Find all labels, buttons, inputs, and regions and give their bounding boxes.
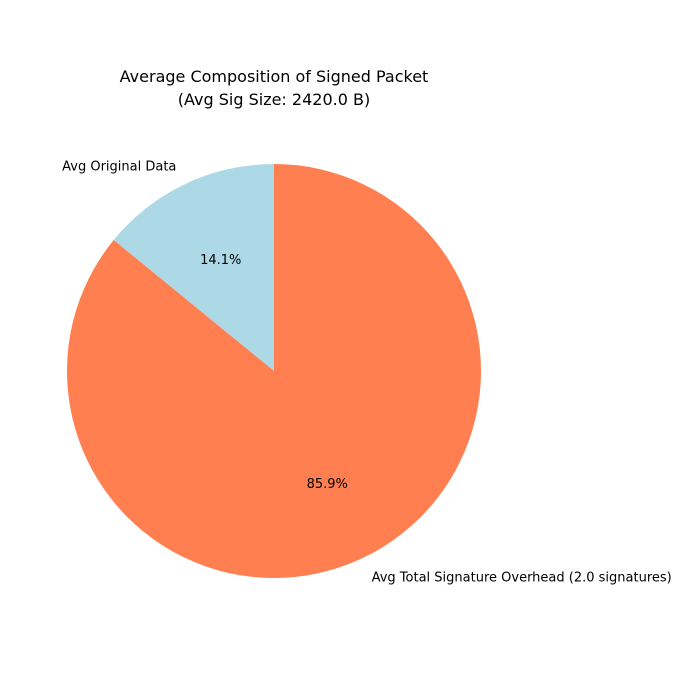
pie-labels: Avg Original Data 14.1% Avg Total Signatur…: [62, 159, 672, 585]
chart-title: Average Composition of Signed Packet: [120, 67, 429, 86]
pie-slices: [67, 164, 482, 578]
pie-slice-1: [113, 164, 275, 371]
pie-slice-2: [67, 164, 482, 578]
chart-subtitle: (Avg Sig Size: 2420.0 B): [178, 90, 370, 109]
slice-label-2: Avg Total Signature Overhead (2.0 signat…: [372, 571, 672, 586]
slice-label-1: Avg Original Data: [62, 159, 176, 174]
slice-percent-2: 85.9%: [307, 477, 348, 492]
slice-percent-1: 14.1%: [200, 253, 241, 268]
